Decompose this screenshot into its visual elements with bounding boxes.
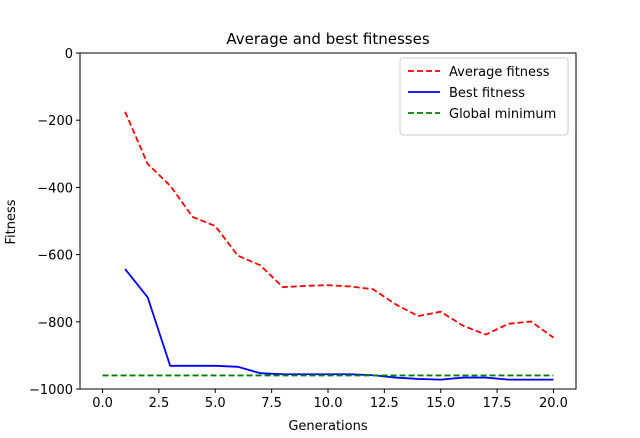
y-tick-label: 0	[65, 47, 73, 62]
x-axis-label: Generations	[288, 419, 368, 434]
y-axis-label: Fitness	[4, 199, 19, 244]
y-tick-label: −600	[37, 249, 73, 264]
legend-label: Average fitness	[449, 65, 550, 80]
legend-label: Global minimum	[449, 107, 556, 122]
x-tick-label: 10.0	[314, 396, 343, 411]
x-tick-label: 15.0	[426, 396, 455, 411]
x-tick-label: 17.5	[483, 396, 512, 411]
x-tick-label: 7.5	[261, 396, 282, 411]
legend-label: Best fitness	[449, 86, 525, 101]
x-tick-label: 5.0	[205, 396, 226, 411]
series-layer	[102, 111, 554, 381]
y-tick-label: −400	[37, 181, 73, 196]
y-tick-label: −200	[37, 114, 73, 129]
x-tick-label: 20.0	[539, 396, 568, 411]
series-line-1	[124, 111, 554, 339]
legend: Average fitness Best fitness Global minimu…	[399, 57, 569, 136]
x-tick-label: 2.5	[149, 396, 170, 411]
y-tick-label: −800	[37, 316, 73, 331]
chart-title: Average and best fitnesses	[226, 30, 429, 48]
x-tick-label: 0.0	[92, 396, 113, 411]
series-line-2	[124, 268, 554, 381]
axes-layer: 0.0 2.5 5.0 7.5 10.0 12.5 15.0 17.5 20.0 0 −200 −40…	[29, 47, 577, 411]
x-tick-label: 12.5	[370, 396, 399, 411]
legend-box	[399, 57, 569, 136]
y-tick-label: −1000	[29, 383, 73, 398]
